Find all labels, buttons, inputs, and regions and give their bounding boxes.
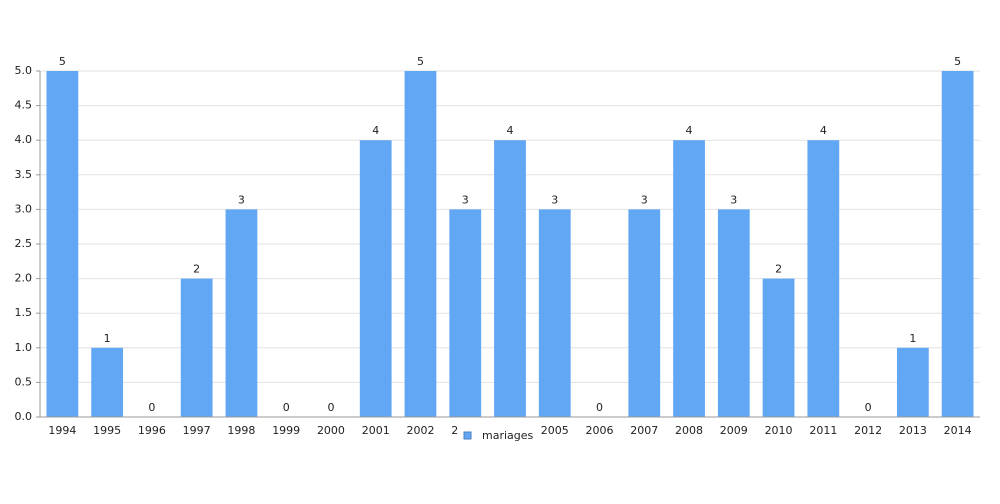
y-tick-label: 5.0 xyxy=(15,64,33,77)
data-label: 4 xyxy=(820,124,827,137)
x-tick-label: 2001 xyxy=(362,424,390,437)
data-label: 3 xyxy=(730,193,737,206)
x-tick-label: 2000 xyxy=(317,424,345,437)
data-label: 3 xyxy=(238,193,245,206)
x-tick-label: 1994 xyxy=(48,424,76,437)
data-label: 4 xyxy=(507,124,514,137)
y-tick-label: 1.0 xyxy=(15,341,33,354)
y-tick-label: 2.5 xyxy=(15,237,33,250)
legend-background xyxy=(458,425,540,445)
bar xyxy=(46,71,79,417)
data-label: 1 xyxy=(104,332,111,345)
y-tick-label: 0.5 xyxy=(15,375,33,388)
data-label: 5 xyxy=(954,55,961,68)
bar xyxy=(180,278,213,417)
bar xyxy=(359,140,392,417)
bar xyxy=(538,209,571,417)
bar xyxy=(494,140,526,417)
bar xyxy=(941,71,974,417)
bar xyxy=(91,347,124,417)
legend-swatch xyxy=(463,431,472,440)
data-label: 2 xyxy=(775,263,782,276)
x-tick-label: 2009 xyxy=(720,424,748,437)
y-tick-label: 3.0 xyxy=(15,202,33,215)
bar xyxy=(673,140,705,417)
x-tick-label: 2010 xyxy=(765,424,793,437)
x-tick-label: 1996 xyxy=(138,424,166,437)
y-tick-label: 4.0 xyxy=(15,133,33,146)
x-tick-label: 1997 xyxy=(183,424,211,437)
legend-label: mariages xyxy=(482,429,534,442)
data-label: 1 xyxy=(909,332,916,345)
data-label: 3 xyxy=(641,193,648,206)
y-tick-label: 4.5 xyxy=(15,99,33,112)
x-tick-label: 2002 xyxy=(406,424,434,437)
data-label: 0 xyxy=(148,401,155,414)
x-tick-label: 2012 xyxy=(854,424,882,437)
bar xyxy=(807,140,840,417)
bar xyxy=(717,209,750,417)
data-label: 5 xyxy=(59,55,66,68)
x-tick-label: 2014 xyxy=(944,424,972,437)
data-label: 5 xyxy=(417,55,424,68)
y-tick-label: 3.5 xyxy=(15,168,33,181)
data-label: 0 xyxy=(283,401,290,414)
y-tick-label: 2.0 xyxy=(15,272,33,285)
data-label: 0 xyxy=(596,401,603,414)
x-tick-label: 2005 xyxy=(541,424,569,437)
data-label: 0 xyxy=(327,401,334,414)
y-tick-label: 1.5 xyxy=(15,306,33,319)
data-label: 0 xyxy=(865,401,872,414)
bar xyxy=(896,347,929,417)
data-label: 3 xyxy=(462,193,469,206)
marks xyxy=(46,71,974,417)
x-tick-label: 1998 xyxy=(227,424,255,437)
x-tick-label: 2011 xyxy=(809,424,837,437)
bar xyxy=(628,209,661,417)
x-tick-label: 1999 xyxy=(272,424,300,437)
y-tick-label: 0.0 xyxy=(15,410,33,423)
labels: 0.0 0.5 1.0 1.5 2.0 2.5 3.0 3.5 4.0 4.5 5.0 1994 199… xyxy=(15,55,972,437)
bar xyxy=(404,71,437,417)
data-label: 3 xyxy=(551,193,558,206)
data-label: 2 xyxy=(193,263,200,276)
x-tick-label: 2007 xyxy=(630,424,658,437)
x-tick-label: 2006 xyxy=(586,424,614,437)
bar xyxy=(449,209,482,417)
data-label: 4 xyxy=(372,124,379,137)
bar xyxy=(225,209,258,417)
bar xyxy=(762,278,795,417)
x-tick-label: 1995 xyxy=(93,424,121,437)
legend: mariages xyxy=(458,425,540,445)
data-label: 4 xyxy=(686,124,693,137)
x-tick-label: 2013 xyxy=(899,424,927,437)
x-tick-label: 2008 xyxy=(675,424,703,437)
